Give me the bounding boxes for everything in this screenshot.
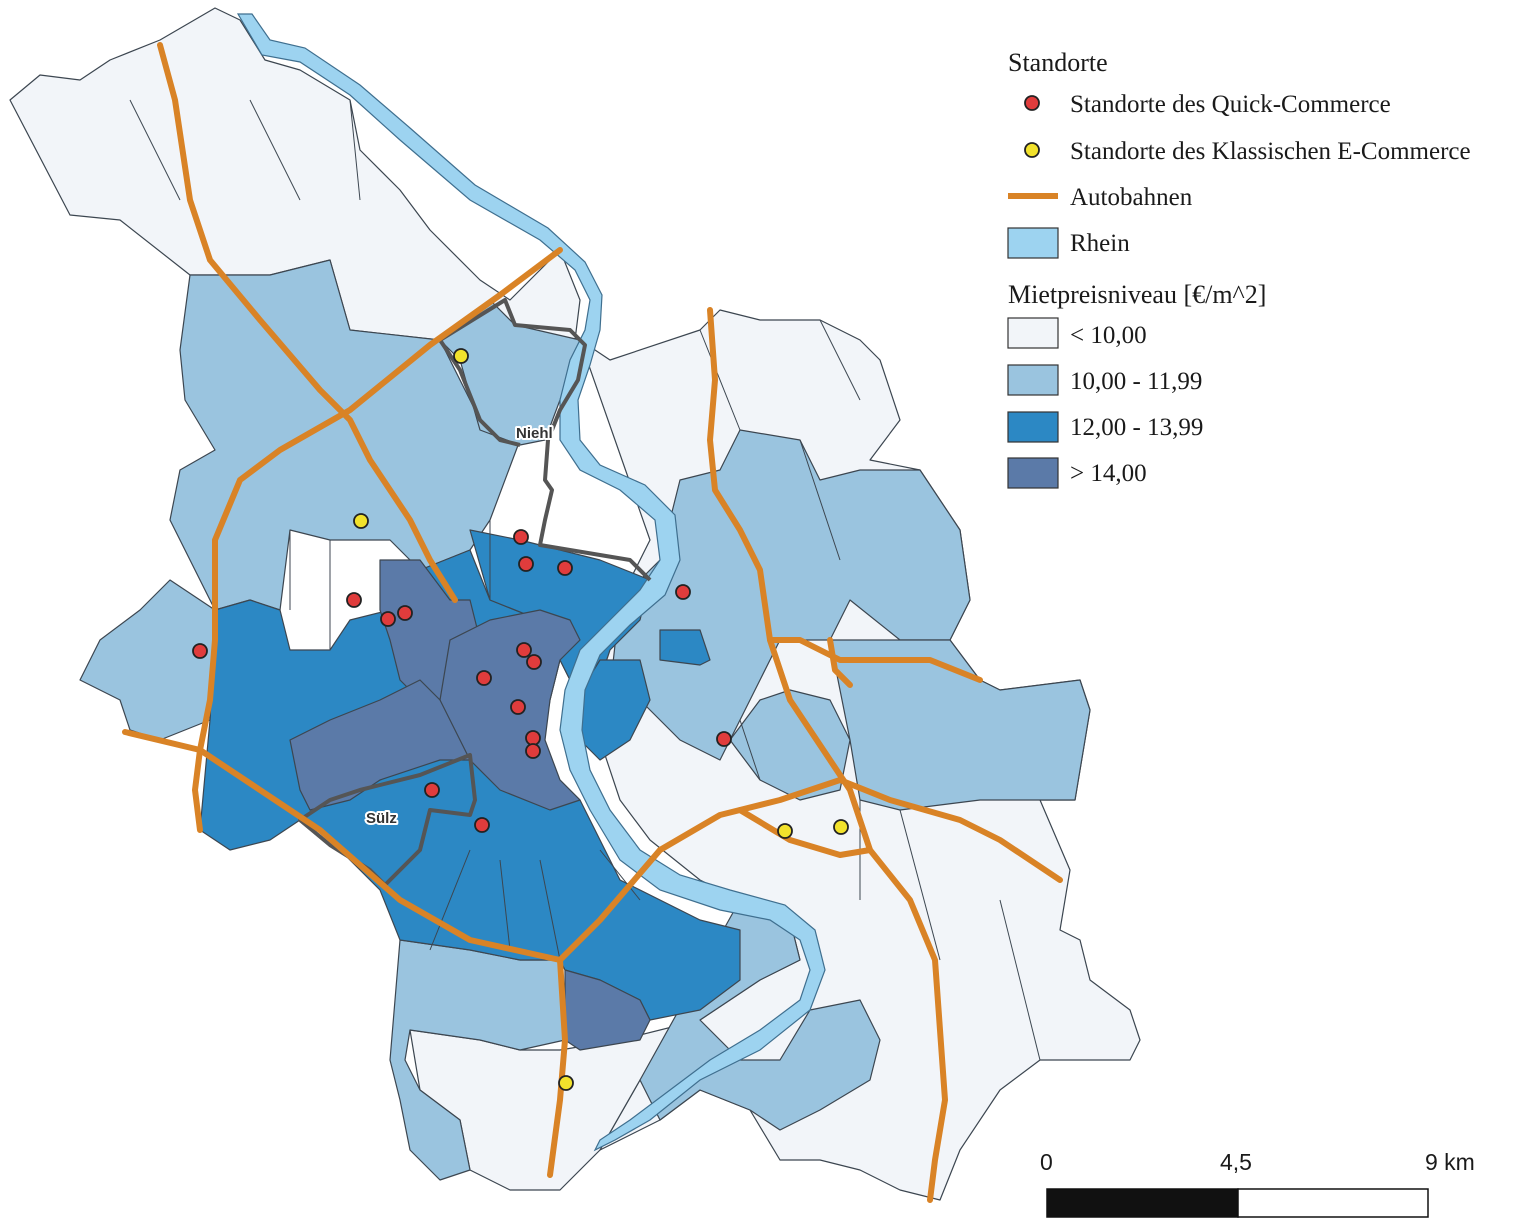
qc-point[interactable] [526,654,542,670]
place-label-niehl: Niehl [516,425,553,442]
scale-bar: 0 4,5 9 km [1040,1149,1475,1218]
qc-point[interactable] [675,584,691,600]
class-swatch-gt14 [1007,457,1059,489]
place-label-suelz: Sülz [366,810,397,827]
legend-class-12-14: 12,00 - 13,99 [1070,414,1203,441]
classic-point[interactable] [353,513,369,529]
qc-point[interactable] [516,642,532,658]
quick-commerce-icon [1024,95,1040,111]
legend-classic-ecommerce: Standorte des Klassischen E-Commerce [1070,138,1471,165]
legend-class-10-12: 10,00 - 11,99 [1070,368,1202,395]
legend-highways: Autobahnen [1070,184,1193,211]
legend-class-gt14: > 14,00 [1070,460,1147,487]
river-icon [1007,227,1059,259]
legend-quick-commerce: Standorte des Quick-Commerce [1070,91,1391,118]
qc-point[interactable] [716,731,732,747]
scale-label-end: 9 km [1425,1149,1475,1175]
district-boundaries [129,99,1041,1061]
highway-a59-south [737,807,873,858]
class-swatch-10-12 [1007,364,1059,396]
qc-point[interactable] [346,592,362,608]
legend-class-lt10: < 10,00 [1070,322,1147,349]
qc-point[interactable] [476,670,492,686]
scale-segment-white [1237,1188,1429,1218]
qc-point[interactable] [380,611,396,627]
rhine-river [236,13,826,1152]
district-far-east [829,639,1091,811]
qc-point[interactable] [474,817,490,833]
class-swatch-lt10 [1007,317,1059,349]
quick-commerce-points [192,529,732,833]
district-north [9,7,581,341]
classic-ecommerce-points [353,348,849,1091]
highway-a59 [837,777,1063,883]
legend-river: Rhein [1070,230,1130,257]
niehl-boundary-west [438,338,521,447]
highway-a4-east-branch [827,637,853,688]
qc-point[interactable] [525,743,541,759]
legend-title-locations: Standorte [1008,48,1108,77]
district-kalk [659,629,711,666]
qc-point[interactable] [525,730,541,746]
highway-a4-west [122,729,843,963]
legend: Standorte Standorte des Quick-Commerce S… [1007,48,1471,489]
qc-point[interactable] [518,556,534,572]
highway-a1-north [157,42,458,603]
highway-a3 [707,307,948,1203]
scale-label-mid: 4,5 [1220,1149,1252,1175]
qc-point[interactable] [557,560,573,576]
highways-layer [122,42,1063,1203]
scale-label-0: 0 [1040,1149,1053,1175]
niehl-boundary [438,298,652,582]
qc-point[interactable] [513,529,529,545]
highway-a4-east [767,637,983,683]
legend-title-rent: Mietpreisniveau [€/m^2] [1008,280,1266,309]
class-swatch-12-14 [1007,411,1059,443]
districts-layer [9,7,1141,1201]
highway-a555 [547,957,568,1178]
classic-ecommerce-icon [1024,142,1040,158]
classic-point[interactable] [558,1075,574,1091]
classic-point[interactable] [833,819,849,835]
classic-point[interactable] [777,823,793,839]
qc-point[interactable] [510,699,526,715]
qc-point[interactable] [192,643,208,659]
district-porz [729,689,851,801]
highway-a57 [192,247,563,833]
scale-segment-black [1046,1188,1239,1218]
classic-point[interactable] [453,348,469,364]
qc-point[interactable] [397,605,413,621]
qc-point[interactable] [424,782,440,798]
